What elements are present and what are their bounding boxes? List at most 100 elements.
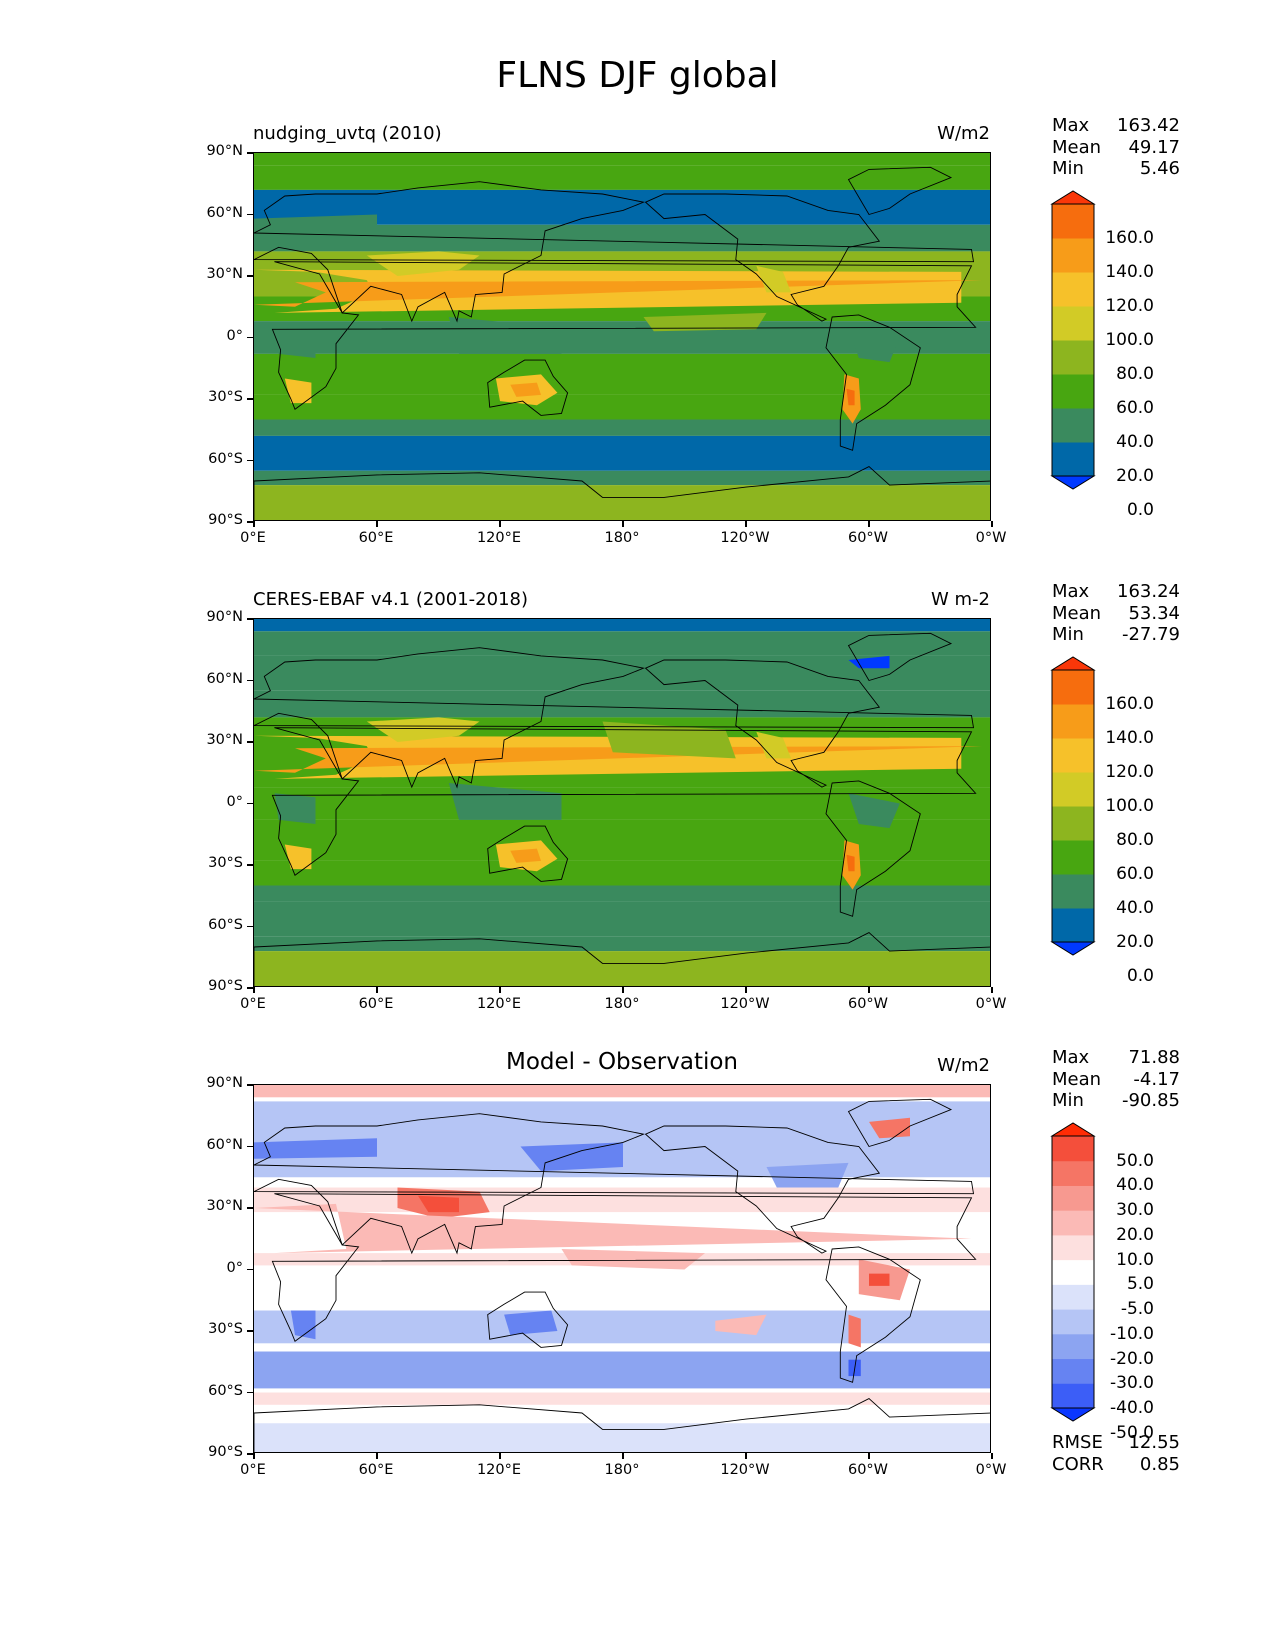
colorbar-segment [1052,204,1094,239]
colorbar-segment [1052,306,1094,341]
x-tick-mark [745,1453,747,1459]
y-tick-mark [247,459,253,461]
colorbar-tick-label: 60.0 [1116,398,1154,418]
y-tick-mark [247,925,253,927]
congo-humid [274,793,316,824]
colorbar-tick-label: 140.0 [1105,728,1154,748]
x-tick-label: 180° [604,530,640,546]
colorbar-max-arrow [1050,1122,1096,1137]
x-tick-mark [253,521,255,527]
colorbar-tick-label: 140.0 [1105,262,1154,282]
coastline-greenland [847,166,953,216]
subtropic-band-s [254,860,990,886]
colorbar-segment [1052,374,1094,409]
colorbar-segment [1052,1259,1094,1285]
europe-negative [254,1138,377,1159]
colorbar-segment [1052,408,1094,443]
colorbar-tick-label: 40.0 [1116,898,1154,918]
y-tick-label: 60°N [206,1136,243,1153]
y-tick-label: 90°N [206,609,243,625]
amazon-humid [848,327,900,363]
x-tick-mark [376,987,378,993]
x-tick-label: 60°E [358,996,394,1012]
maritime-continent [448,783,562,820]
colorbar-segment [1052,1160,1094,1186]
colorbar-tick-label: -10.0 [1110,1323,1154,1344]
colorbar-tick-label: 160.0 [1105,694,1154,714]
x-tick-mark [868,521,870,527]
colorbar-tick-label: -30.0 [1110,1373,1154,1394]
y-tick-mark [247,618,253,620]
x-tick-mark [376,521,378,527]
arctic-band [254,619,990,632]
coastline-namerica [644,1125,881,1254]
colorbar-tick-label: 40.0 [1116,1175,1154,1196]
brazil-peak [869,1273,890,1286]
antarctic-margin-positive [254,1392,990,1405]
y-tick-mark [247,398,253,400]
stat-rmse: RMSE 12.55 [1052,1432,1180,1453]
subtropic-negative-s [254,1310,990,1344]
x-tick-mark [253,987,255,993]
colorbar-segment [1052,908,1094,943]
y-tick-mark [247,1391,253,1393]
y-tick-label: 30°S [208,1321,243,1337]
coastline-namerica [644,193,881,322]
andes-peak [846,388,855,406]
coastline-australia [487,359,569,416]
colorbar-observation [1050,656,1096,956]
europe-cool [254,214,377,235]
subtropic-positive-n [254,1187,990,1213]
greenland-cold [848,655,890,669]
colorbar-segment [1052,738,1094,773]
x-tick-label: 180° [604,996,640,1012]
central-asia-warm [366,717,480,742]
x-tick-mark [622,521,624,527]
coastline-namerica [644,659,881,788]
antarctic-coast-band [254,470,990,486]
coastline-greenland [847,1098,953,1148]
y-tick-mark [247,152,253,154]
colorbar-segment [1052,340,1094,375]
y-tick-mark [247,864,253,866]
panel-title-left: nudging_uvtq (2010) [253,123,442,144]
southern-ocean-band [254,901,990,937]
se-pacific-positive [715,1314,767,1336]
tropic-band-s [254,819,990,861]
colorbar-tick-label: 30.0 [1116,1200,1154,1221]
midlat-band-s [254,419,990,436]
colorbar-segment [1052,874,1094,909]
y-tick-label: 30°N [206,266,243,282]
australia-negative [504,1310,558,1336]
y-tick-mark [247,336,253,338]
x-tick-label: 120°E [476,1462,522,1478]
x-tick-label: 60°E [358,1462,394,1478]
y-tick-label: 60°S [208,450,243,467]
colorbar-min-arrow [1050,941,1096,956]
antarctic-band [254,485,990,520]
y-tick-label: 60°N [206,670,243,687]
stat-mean: Mean 49.17 [1052,136,1180,158]
x-tick-mark [868,1453,870,1459]
y-tick-mark [247,802,253,804]
x-tick-mark [622,1453,624,1459]
colorbar-frame [1051,203,1095,477]
x-tick-mark [991,1453,993,1459]
map-difference [253,1084,991,1453]
arctic-positive [254,1085,990,1098]
stat-mean: Mean -4.17 [1052,1068,1180,1090]
colorbar-segment [1052,704,1094,739]
y-tick-mark [247,987,253,989]
x-tick-label: 60°W [847,530,889,546]
colorbar-tick-label: 60.0 [1116,864,1154,884]
x-tick-label: 120°E [476,996,522,1012]
arctic-band [254,153,990,166]
coastline-antarctica [254,1398,990,1452]
coastline-antarctica [254,466,990,520]
coastline-eurasia [254,647,975,789]
coastline-australia [487,1291,569,1348]
y-tick-label: 30°S [208,855,243,871]
colorbar-segment [1052,1234,1094,1261]
panel-units: W m-2 [930,589,990,610]
coastline-africa [271,727,977,877]
